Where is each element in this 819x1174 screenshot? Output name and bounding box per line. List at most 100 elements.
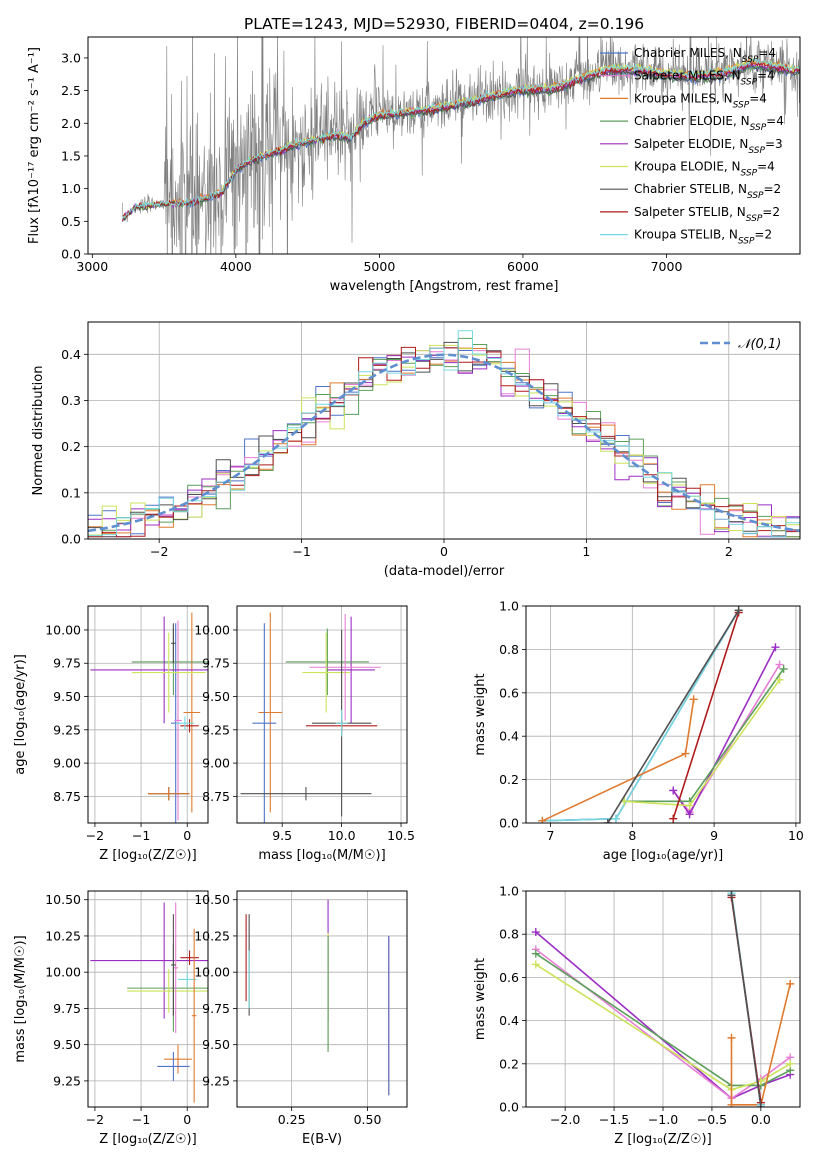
y-tick-label: 10.25: [45, 928, 81, 943]
weight-line-kroupa_elodie: [535, 963, 791, 1091]
plot-area: [240, 612, 381, 823]
y-tick-label: 0.4: [499, 1013, 519, 1028]
weight-marker-salpeter_elodie: [669, 786, 678, 795]
weight-line-chabrier_stelib: [607, 609, 740, 823]
plot-area: [90, 612, 208, 823]
weight-marker-salpeter_elodie: [685, 810, 694, 819]
x-tick-label: −1: [132, 828, 150, 843]
weight-line-kroupa_miles: [730, 983, 791, 1106]
plot-area: [538, 606, 788, 823]
y-tick-label: 9.50: [202, 689, 230, 704]
x-axis-label: mass [log₁₀(M/M☉)]: [258, 848, 385, 863]
y-tick-label: 0.0: [61, 247, 81, 262]
weight-marker-chabrier_stelib: [727, 891, 736, 900]
chart-mass_vs_EBV: 0.25 0.50 9.25 9.50 9.75 10.00 10.25 10.50 E(B-V…: [194, 890, 408, 1147]
weight-marker-kroupa_miles: [786, 979, 795, 988]
x-axis-label: E(B-V): [302, 1132, 342, 1147]
y-tick-label: 0.8: [499, 642, 519, 657]
weight-marker-kroupa_elodie: [531, 960, 540, 969]
y-tick-label: 1.0: [61, 181, 81, 196]
x-tick-label: −1.5: [599, 1112, 629, 1127]
axes-frame: [87, 890, 209, 1108]
y-axis-label: mass weight: [473, 958, 488, 1040]
chart-weight_vs_Z: −2.0 −1.5 −1.0 −0.5 0.0 0.0 0.2 0.4 0.6 0.8 1.0 Z […: [473, 884, 801, 1147]
y-tick-label: 9.75: [202, 656, 230, 671]
x-tick-label: 0: [183, 828, 191, 843]
weight-marker-kroupa_miles: [689, 695, 698, 704]
weight-line-kroupa_elodie: [624, 679, 781, 807]
model-spectrum-chabrier_elodie: [122, 63, 800, 222]
axes-frame: [87, 36, 801, 255]
weight-line-salpeter_elodie: [535, 931, 791, 1100]
x-tick-label: 6000: [507, 259, 539, 274]
weight-line-salpeter_miles: [535, 948, 791, 1100]
weight-marker-chabrier_elodie: [779, 664, 788, 673]
x-tick-label: 0: [440, 544, 448, 559]
x-tick-label: −0.5: [697, 1112, 727, 1127]
x-tick-label: 10.5: [387, 828, 415, 843]
y-tick-label: 10.00: [45, 965, 81, 980]
y-tick-label: 9.50: [202, 1037, 230, 1052]
y-tick-label: 0.8: [499, 927, 519, 942]
x-tick-label: 9: [710, 828, 718, 843]
y-tick-label: 9.75: [53, 656, 81, 671]
axes-frame: [87, 321, 801, 540]
x-tick-label: −2: [150, 544, 168, 559]
x-axis-label: wavelength [Angstrom, rest frame]: [330, 279, 559, 294]
y-tick-label: 0.2: [499, 772, 519, 787]
x-tick-label: −1: [292, 544, 310, 559]
y-tick-label: 10.50: [194, 892, 230, 907]
y-tick-label: 0.2: [61, 439, 81, 454]
y-tick-label: 9.75: [202, 1001, 230, 1016]
plot-area: [122, 37, 800, 254]
weight-line-salpeter_miles: [672, 664, 781, 814]
weight-marker-kroupa_miles: [727, 1100, 736, 1107]
axes-frame: [236, 605, 408, 824]
y-tick-label: 3.0: [61, 50, 81, 65]
chart-spectrum: 3000 4000 5000 6000 7000 0.0 0.5 1.0 1.5 2.0 2.5 3.…: [27, 36, 801, 294]
model-spectrum-kroupa_stelib: [122, 58, 800, 219]
plot-area: [90, 902, 208, 1103]
y-tick-label: 9.00: [53, 756, 81, 771]
x-axis-label: (data-model)/error: [384, 564, 505, 579]
x-tick-label: −2: [86, 1112, 104, 1127]
x-tick-label: 10: [788, 828, 804, 843]
y-tick-label: 1.0: [499, 599, 519, 614]
y-tick-label: 9.25: [202, 722, 230, 737]
x-tick-label: 1: [582, 544, 590, 559]
weight-marker-salpeter_elodie: [531, 928, 540, 937]
weight-marker-kroupa_stelib: [611, 814, 620, 823]
x-tick-label: 10.0: [328, 828, 356, 843]
x-tick-label: −2.0: [550, 1112, 580, 1127]
y-tick-label: 0.0: [61, 532, 81, 547]
x-axis-label: age [log₁₀(age/yr)]: [603, 848, 724, 863]
weight-line-kroupa_miles: [542, 699, 695, 822]
x-tick-label: 5000: [363, 259, 395, 274]
y-tick-label: 0.0: [499, 1100, 519, 1115]
weight-marker-kroupa_miles: [681, 749, 690, 758]
y-tick-label: 9.25: [53, 1073, 81, 1088]
weight-line-chabrier_elodie: [624, 668, 785, 803]
axes-frame: [87, 605, 209, 824]
y-tick-label: 10.00: [194, 622, 230, 637]
weight-marker-kroupa_elodie: [775, 675, 784, 684]
y-tick-label: 10.25: [194, 928, 230, 943]
y-tick-label: 0.2: [499, 1056, 519, 1071]
legend-label: Salpeter ELODIE, NSSP=3: [634, 137, 783, 156]
y-axis-label: age [log₁₀(age/yr)]: [13, 654, 28, 775]
weight-marker-kroupa_elodie: [786, 1059, 795, 1068]
x-tick-label: 0.25: [278, 1112, 306, 1127]
y-tick-label: 9.25: [53, 722, 81, 737]
weight-line-chabrier_stelib: [730, 895, 762, 1107]
y-tick-label: 10.00: [194, 965, 230, 980]
y-axis-label: Flux [fλ10⁻¹⁷ erg cm⁻² s⁻¹ A⁻¹]: [27, 47, 42, 244]
x-tick-label: 4000: [220, 259, 252, 274]
y-tick-label: 0.5: [61, 214, 81, 229]
chart-weight_vs_age: 7 8 9 10 0.0 0.2 0.4 0.6 0.8 1.0 age [log₁₀(age/yr…: [473, 599, 804, 864]
legend-label: Salpeter MILES, NSSP=4: [634, 69, 775, 88]
y-tick-label: 2.5: [61, 83, 81, 98]
y-tick-label: 10.00: [45, 622, 81, 637]
y-tick-label: 8.75: [202, 789, 230, 804]
